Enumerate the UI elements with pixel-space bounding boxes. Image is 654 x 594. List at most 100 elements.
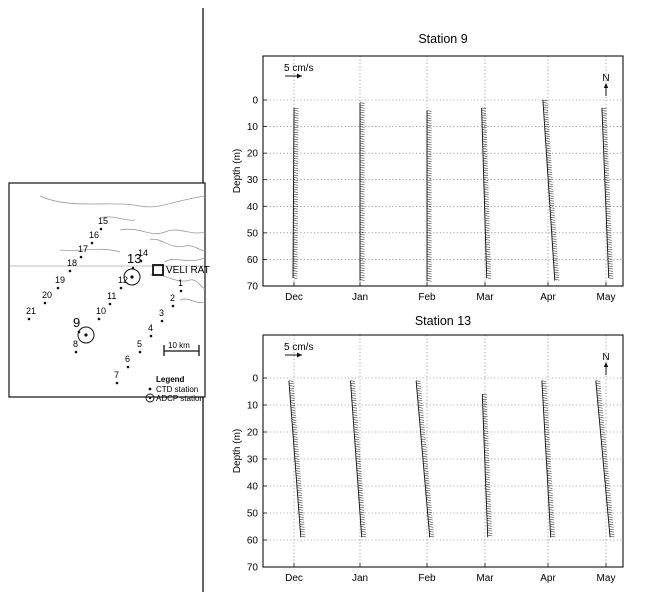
current-vector bbox=[544, 424, 549, 426]
current-vector bbox=[293, 162, 299, 165]
vector-column-jan bbox=[359, 102, 365, 281]
current-vector bbox=[602, 112, 607, 114]
adcp-station-ring bbox=[77, 326, 95, 344]
current-vector bbox=[554, 276, 560, 279]
current-vector bbox=[485, 481, 491, 483]
current-vector bbox=[545, 138, 550, 140]
current-vector bbox=[606, 234, 612, 236]
current-vector bbox=[291, 416, 297, 419]
current-vector bbox=[417, 392, 422, 394]
adcp-station-ring bbox=[123, 268, 141, 286]
current-vector bbox=[297, 494, 303, 496]
current-vector bbox=[426, 272, 432, 275]
current-vector bbox=[599, 424, 605, 426]
current-vector bbox=[487, 530, 492, 532]
current-vector bbox=[598, 412, 604, 414]
current-vector bbox=[546, 455, 551, 458]
current-vector bbox=[600, 431, 605, 433]
current-vector bbox=[549, 511, 554, 513]
current-vector bbox=[548, 506, 554, 509]
current-vector bbox=[426, 203, 432, 205]
current-vector bbox=[605, 205, 611, 208]
current-vector bbox=[353, 426, 359, 428]
current-vector bbox=[421, 443, 427, 445]
ctd-station-label: 8 bbox=[73, 339, 78, 349]
current-vector bbox=[608, 518, 613, 521]
current-vector bbox=[293, 134, 299, 136]
current-vector bbox=[548, 178, 553, 180]
current-vector bbox=[359, 233, 365, 236]
current-vector bbox=[426, 196, 432, 198]
current-vector bbox=[601, 110, 607, 112]
current-vector bbox=[603, 470, 609, 472]
current-vector bbox=[484, 454, 490, 456]
current-vector bbox=[543, 412, 549, 414]
current-vector bbox=[552, 252, 558, 255]
current-vector bbox=[293, 141, 299, 143]
current-vector bbox=[605, 200, 611, 203]
vector-column-dec bbox=[288, 380, 306, 538]
current-vector bbox=[545, 453, 551, 455]
current-vector bbox=[483, 189, 489, 191]
current-vector bbox=[486, 258, 491, 260]
current-vector bbox=[416, 385, 422, 387]
current-vector bbox=[359, 207, 365, 209]
current-vector bbox=[293, 193, 299, 196]
current-vector bbox=[606, 212, 611, 215]
station-9-north-arrow bbox=[603, 83, 609, 96]
current-vector bbox=[293, 160, 299, 162]
current-vector bbox=[485, 253, 491, 255]
current-vector bbox=[299, 521, 305, 523]
ctd-station-label: 7 bbox=[114, 370, 119, 380]
current-vector bbox=[603, 153, 609, 155]
current-vector bbox=[359, 231, 365, 233]
current-vector bbox=[426, 275, 432, 277]
current-vector bbox=[605, 193, 610, 196]
current-vector bbox=[545, 443, 550, 445]
current-vector bbox=[357, 482, 363, 484]
current-vector bbox=[359, 114, 365, 116]
current-vector bbox=[359, 506, 365, 509]
current-vector bbox=[420, 436, 426, 438]
current-vector bbox=[426, 501, 432, 504]
current-vector bbox=[546, 149, 551, 152]
current-vector bbox=[547, 166, 552, 169]
current-vector bbox=[359, 126, 365, 128]
current-vector bbox=[416, 380, 421, 382]
current-vector bbox=[360, 514, 365, 516]
current-vector bbox=[547, 480, 553, 482]
current-vector bbox=[485, 229, 490, 231]
current-vector bbox=[295, 467, 301, 470]
current-vector bbox=[426, 177, 432, 179]
current-vector bbox=[601, 438, 606, 441]
current-vector bbox=[602, 129, 608, 131]
current-vector bbox=[426, 186, 432, 189]
current-vector bbox=[359, 135, 365, 138]
map-legend-ctd-label: CTD station bbox=[156, 385, 198, 394]
current-vector bbox=[292, 277, 298, 279]
current-vector bbox=[483, 186, 489, 188]
vector-profile-line bbox=[542, 99, 556, 281]
ctd-station-dot bbox=[179, 289, 183, 293]
current-vector bbox=[426, 251, 432, 253]
current-vector bbox=[597, 399, 603, 402]
current-vector bbox=[294, 460, 300, 462]
current-vector bbox=[485, 491, 491, 493]
x-tick-label: Feb bbox=[418, 573, 436, 584]
current-vector bbox=[544, 429, 550, 431]
current-vector bbox=[426, 239, 432, 241]
station-13-axes-frame bbox=[262, 334, 624, 568]
current-vector bbox=[485, 479, 491, 481]
station-9-ylabel: Depth (m) bbox=[232, 149, 243, 193]
ctd-station-label: 21 bbox=[26, 306, 36, 316]
current-vector bbox=[553, 267, 559, 269]
current-vector bbox=[483, 420, 488, 422]
current-vector bbox=[359, 509, 365, 511]
current-vector bbox=[360, 516, 365, 518]
current-vector bbox=[359, 133, 365, 135]
current-vector bbox=[604, 169, 609, 172]
current-vector bbox=[293, 117, 299, 119]
current-vector bbox=[482, 141, 488, 143]
current-vector bbox=[359, 272, 365, 274]
current-vector bbox=[353, 429, 359, 431]
